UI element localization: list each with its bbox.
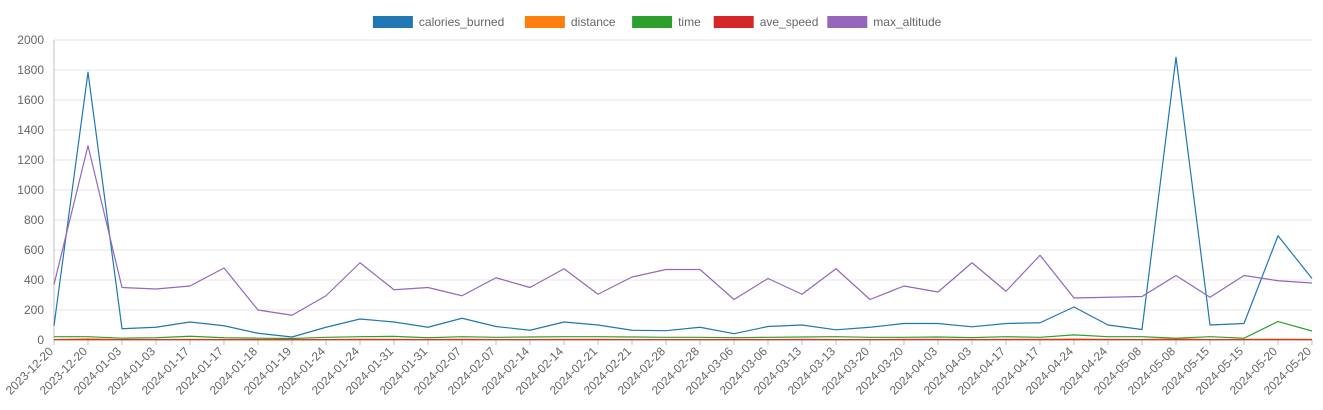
legend-swatch	[632, 16, 673, 28]
y-tick-label: 1800	[17, 63, 44, 77]
legend-item-calories-burned[interactable]: calories_burned	[372, 15, 504, 29]
legend-item-max-altitude[interactable]: max_altitude	[827, 15, 942, 29]
legend-label: distance	[571, 15, 616, 29]
series-lines	[53, 56, 1313, 341]
series-line-calories-burned	[53, 56, 1313, 338]
legend-swatch	[524, 16, 565, 28]
x-axis-ticks: 2023-12-202023-12-202024-01-032024-01-03…	[3, 344, 1315, 398]
y-tick-label: 1600	[17, 93, 44, 107]
y-tick-label: 1200	[17, 153, 44, 167]
y-tick-label: 200	[24, 303, 44, 317]
legend[interactable]: calories_burned distance time ave_speed max_…	[372, 15, 942, 29]
legend-item-time[interactable]: time	[632, 15, 701, 29]
legend-swatch	[372, 16, 413, 28]
legend-label: max_altitude	[873, 15, 941, 29]
y-tick-label: 800	[24, 213, 44, 227]
legend-label: time	[678, 15, 701, 29]
legend-label: calories_burned	[419, 15, 504, 29]
legend-label: ave_speed	[760, 15, 819, 29]
legend-swatch	[713, 16, 754, 28]
legend-swatch	[827, 16, 868, 28]
legend-item-distance[interactable]: distance	[524, 15, 616, 29]
y-axis-ticks: 0 200 400 600 800 1000 1200 1400 1600 1800 2000	[17, 33, 44, 347]
series-line-time	[54, 320, 1313, 340]
y-tick-label: 2000	[17, 33, 44, 47]
y-tick-label: 400	[24, 273, 44, 287]
y-tick-label: 600	[24, 243, 44, 257]
grid-lines	[53, 39, 1313, 345]
legend-item-ave-speed[interactable]: ave_speed	[713, 15, 819, 29]
y-tick-label: 0	[37, 333, 44, 347]
y-tick-label: 1400	[17, 123, 44, 137]
series-line-max-altitude	[53, 145, 1313, 316]
y-tick-label: 1000	[17, 183, 44, 197]
